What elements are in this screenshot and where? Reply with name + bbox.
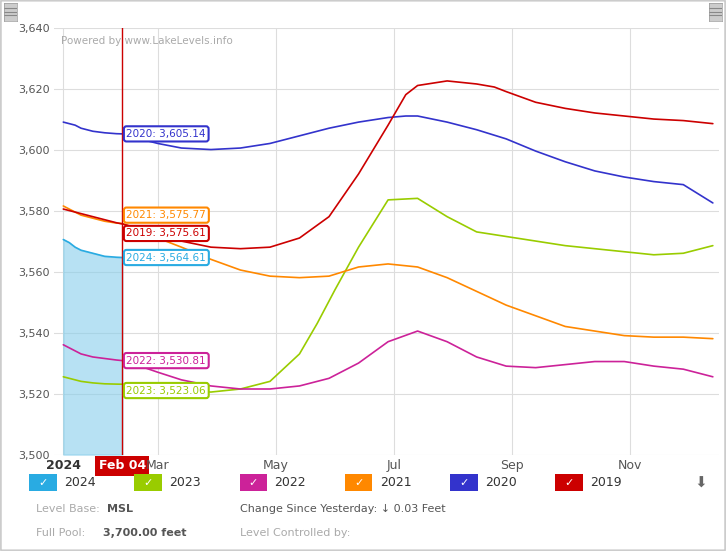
Text: ✓: ✓ [354,478,363,488]
Text: 2024: 3,564.61: 2024: 3,564.61 [126,252,206,262]
Text: (DIVISION OF STATE LANDS & FORESTRY): (DIVISION OF STATE LANDS & FORESTRY) [345,550,574,551]
Text: 2021: 3,575.77: 2021: 3,575.77 [126,210,206,220]
Text: 2019: 2019 [590,477,622,489]
Text: Level Controlled by:: Level Controlled by: [240,528,350,538]
FancyBboxPatch shape [29,474,57,491]
Text: 3,700.00 feet: 3,700.00 feet [103,528,187,538]
Text: ⬇: ⬇ [694,476,707,490]
Text: ✓: ✓ [38,478,47,488]
Text: ✓: ✓ [460,478,468,488]
FancyBboxPatch shape [134,474,162,491]
Text: Dam Name:: Dam Name: [240,550,309,551]
Text: 2020: 2020 [485,477,517,489]
Text: ✓: ✓ [249,478,258,488]
Text: 2023: 2023 [169,477,201,489]
Text: 2024: 2024 [64,477,96,489]
Text: 2020: 3,605.14: 2020: 3,605.14 [126,129,206,139]
Text: 2022: 3,530.81: 2022: 3,530.81 [126,355,206,366]
Text: ✓: ✓ [565,478,574,488]
Text: Full Pool:: Full Pool: [36,528,89,538]
Text: Powered by www.LakeLevels.info: Powered by www.LakeLevels.info [61,36,233,46]
FancyBboxPatch shape [240,474,267,491]
Text: 2021: 2021 [380,477,412,489]
Text: 2022: 2022 [274,477,306,489]
Text: Change Since Yesterday: ↓ 0.03 Feet: Change Since Yesterday: ↓ 0.03 Feet [240,504,445,514]
Text: Powell: Powell [309,550,344,551]
FancyBboxPatch shape [450,474,478,491]
Text: ✓: ✓ [144,478,152,488]
Text: 2023: 3,523.06: 2023: 3,523.06 [126,386,206,396]
Text: MSL: MSL [107,504,134,514]
FancyBboxPatch shape [555,474,583,491]
Text: 2019: 3,575.61: 2019: 3,575.61 [126,229,206,239]
Text: Level Base:: Level Base: [36,504,104,514]
FancyBboxPatch shape [345,474,372,491]
